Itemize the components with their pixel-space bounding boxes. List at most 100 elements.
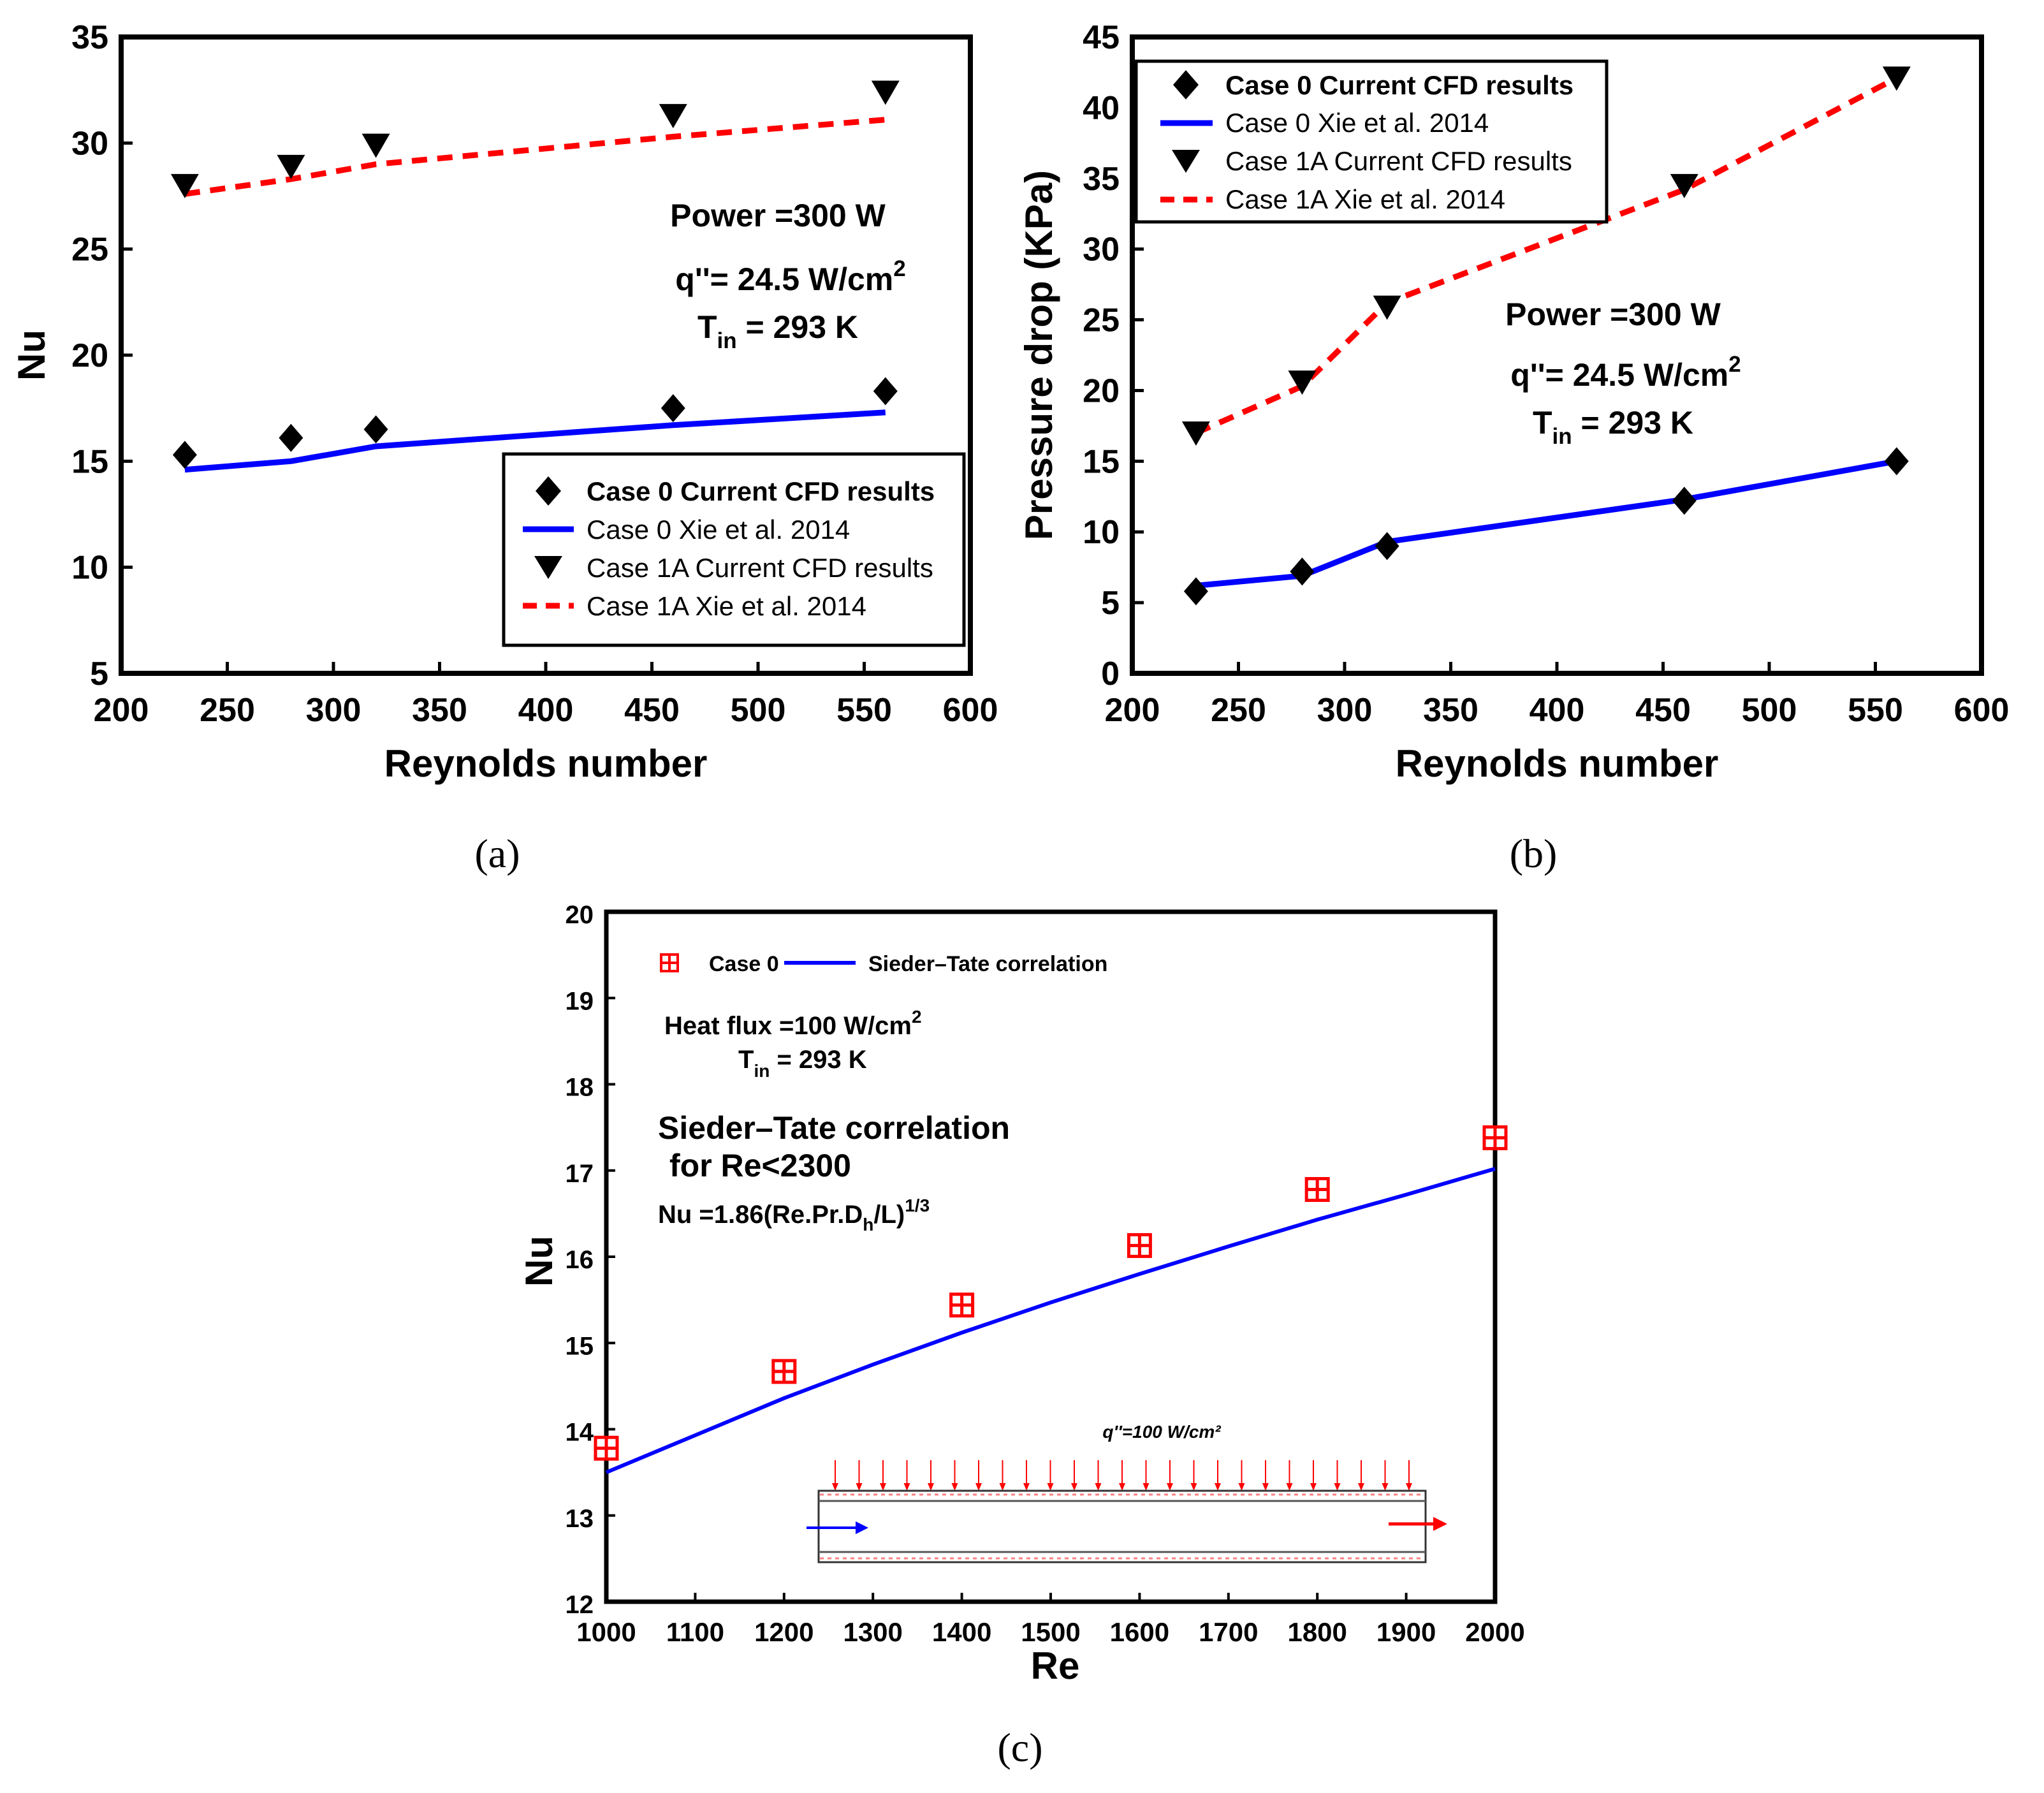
x-ticks-b: 200 250 300 350 400 450 500 550 600 [1105,662,2009,729]
legend-label-c-0: Case 0 [709,952,779,976]
y-tick-label: 18 [566,1074,594,1102]
y-tick-label: 40 [1083,90,1120,127]
series-a [170,80,900,473]
legend-marker-diamond-a [536,476,561,506]
inset-arrow-head [1262,1483,1269,1491]
data-point-triangle [277,154,305,179]
inset-outlet-arrowhead [1433,1517,1447,1531]
legend-a: Case 0 Current CFD results Case 0 Xie et… [502,452,966,647]
inset-arrow-head [1215,1483,1221,1491]
x-tick-label: 500 [1742,692,1797,729]
y-tick-label: 15 [1083,443,1120,480]
x-tick-label: 350 [1423,692,1478,729]
data-point-triangle [170,173,199,198]
y-tick-label: 30 [71,125,108,162]
annotation-flux-b: q''= 24.5 W/cm2 [1510,352,1741,393]
annotation-power-a: Power =300 W [670,198,886,233]
inset-arrow-head [856,1483,863,1491]
y-axis-label-c: Nu [518,1236,560,1287]
x-tick-label: 1500 [1021,1617,1080,1647]
y-tick-label: 30 [1083,231,1120,268]
x-axis-label-b: Reynolds number [1396,742,1719,785]
data-point-triangle [1670,173,1698,198]
x-tick-label: 1800 [1287,1617,1347,1647]
annotation-power-b: Power =300 W [1505,296,1721,332]
inset-arrow-head [1310,1483,1317,1491]
inset-arrow-head [951,1483,958,1491]
x-tick-label: 200 [94,692,149,729]
inset-arrow-head [999,1483,1006,1491]
panel-label-b: (b) [1510,831,1558,876]
x-tick-label: 300 [306,692,361,729]
series-c [594,1125,1508,1474]
x-tick-label: 1300 [843,1617,902,1647]
data-point-boxed-plus [1482,1125,1508,1150]
data-point-boxed-plus [594,1435,619,1461]
y-tick-label: 45 [1083,19,1120,56]
inset-arrow-head [1358,1483,1364,1491]
x-tick-label: 550 [836,692,892,729]
series-b [1181,66,1911,606]
data-point-diamond [363,415,388,444]
legend-marker-triangle-a [534,556,562,579]
data-point-diamond [1290,557,1315,586]
y-tick-label: 20 [566,901,594,929]
x-tick-label: 1900 [1376,1617,1436,1647]
data-point-diamond [1183,577,1208,606]
x-tick-label: 400 [518,692,574,729]
legend-label-a-1: Case 0 Xie et al. 2014 [587,515,850,545]
inset-arrow-head [1190,1483,1197,1491]
y-tick-label: 14 [566,1419,594,1447]
x-ticks-a: 200 250 300 350 400 450 500 550 600 [94,662,998,729]
inset-inlet-arrowhead [856,1521,868,1534]
legend-marker-boxed-plus-c [660,953,679,972]
data-point-triangle [1181,421,1210,446]
inset-arrow-head [1382,1483,1389,1491]
x-tick-label: 450 [1635,692,1691,729]
inset-arrow-head [1406,1483,1412,1491]
y-tick-label: 5 [90,655,108,692]
series-line-case-1a-xie-et-al-2014 [184,117,886,197]
legend-label-b-0: Case 0 Current CFD results [1225,70,1573,100]
x-tick-label: 1400 [932,1617,991,1647]
data-point-boxed-plus [1127,1233,1152,1258]
x-tick-label: 1700 [1199,1617,1258,1647]
inset-arrow-head [1047,1483,1054,1491]
y-tick-label: 12 [566,1591,594,1619]
y-tick-label: 35 [71,19,108,56]
annotation-correlation-range-c: for Re<2300 [669,1148,851,1183]
x-tick-label: 1100 [666,1617,724,1647]
y-ticks-b: 0 5 10 15 20 25 30 35 40 45 [1083,19,1144,692]
inset-arrow-head [1071,1483,1077,1491]
panel-a: 200 250 300 350 400 450 500 550 600 5 10 15 20 25 30 3… [10,19,998,876]
x-tick-label: 200 [1105,692,1160,729]
y-axis-label-a: Nu [10,330,53,381]
annotation-tin-c: Tin = 293 K [738,1046,867,1081]
inset-arrow-head [1119,1483,1125,1491]
data-point-boxed-plus [1304,1177,1330,1203]
series-line-case-0-xie-et-al-2014 [184,409,886,473]
x-tick-label: 250 [1211,692,1266,729]
data-point-triangle [659,104,687,129]
data-point-boxed-plus [949,1292,975,1318]
data-point-diamond [172,441,197,469]
data-point-triangle [361,133,390,158]
x-tick-label: 400 [1529,692,1585,729]
panel-c: 1000 1100 1200 1300 1400 1500 1600 1700 1800 1900… [518,901,1525,1770]
data-point-triangle [1373,295,1401,320]
legend-label-b-3: Case 1A Xie et al. 2014 [1225,184,1505,214]
y-tick-label: 16 [566,1246,594,1274]
data-point-diamond [873,377,898,406]
inset-heat-flux-label: q''=100 W/cm² [1102,1422,1221,1442]
panel-b: 200 250 300 350 400 450 500 550 600 0 5 10 15 20 25 30… [1018,19,2009,876]
y-tick-label: 25 [71,231,108,268]
legend-box-a [502,452,966,647]
inset-channel-outer-wall [817,1489,1427,1563]
x-tick-label: 450 [624,692,680,729]
y-tick-label: 19 [566,987,594,1015]
y-tick-label: 15 [71,443,108,480]
legend-box-b [1134,59,1609,224]
annotation-correlation-title-c: Sieder–Tate correlation [658,1110,1010,1146]
panel-label-a: (a) [474,831,520,876]
y-tick-label: 13 [566,1505,594,1533]
